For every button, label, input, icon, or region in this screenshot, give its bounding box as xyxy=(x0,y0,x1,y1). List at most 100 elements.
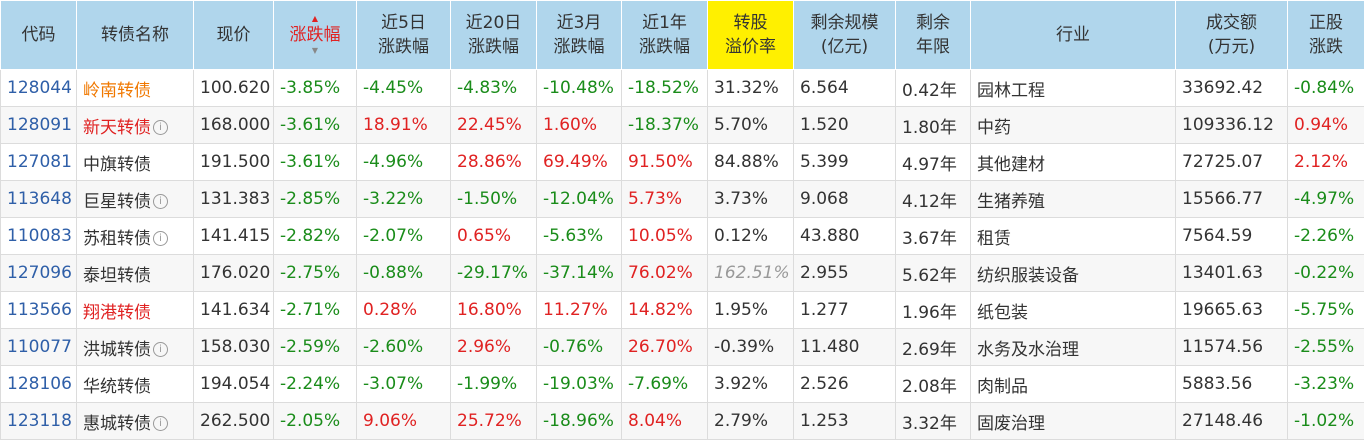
volume-cell: 33692.42 xyxy=(1176,70,1288,107)
chg-1y-cell: 10.05% xyxy=(622,218,708,255)
price-cell: 141.634 xyxy=(194,292,274,329)
stock-change-cell: -5.75% xyxy=(1288,292,1364,329)
chg-5d-cell: -4.96% xyxy=(357,144,451,181)
bond-name-cell[interactable]: 岭南转债 xyxy=(77,70,194,107)
bond-name[interactable]: 华统转债 xyxy=(83,377,151,397)
bond-code-link[interactable]: 128091 xyxy=(1,107,77,144)
term-cell: 4.12年 xyxy=(896,181,971,218)
bond-code-link[interactable]: 113566 xyxy=(1,292,77,329)
premium-cell: 3.92% xyxy=(708,366,794,403)
info-icon[interactable]: i xyxy=(153,120,168,135)
bond-name[interactable]: 洪城转债 xyxy=(83,340,151,360)
stock-change-cell: -3.23% xyxy=(1288,366,1364,403)
bond-name[interactable]: 惠城转债 xyxy=(83,414,151,434)
bond-name[interactable]: 苏租转债 xyxy=(83,229,151,249)
chg-5d-cell: 0.28% xyxy=(357,292,451,329)
term-cell: 2.08年 xyxy=(896,366,971,403)
chg-3m-cell: -10.48% xyxy=(537,70,622,107)
chg-3m-cell: -19.03% xyxy=(537,366,622,403)
table-row[interactable]: 128106 华统转债 194.054 -2.24% -3.07% -1.99%… xyxy=(1,366,1364,403)
chg-1y-cell: 76.02% xyxy=(622,255,708,292)
chg-20d-cell: 2.96% xyxy=(451,329,537,366)
price-cell: 194.054 xyxy=(194,366,274,403)
header-chg-5d[interactable]: 近5日涨跌幅 xyxy=(357,1,451,70)
chg-3m-cell: -18.96% xyxy=(537,403,622,440)
industry-cell: 租赁 xyxy=(971,218,1176,255)
premium-cell: 162.51% xyxy=(708,255,794,292)
header-volume[interactable]: 成交额(万元) xyxy=(1176,1,1288,70)
bond-name[interactable]: 泰坦转债 xyxy=(83,266,151,286)
header-code[interactable]: 代码 xyxy=(1,1,77,70)
info-icon[interactable]: i xyxy=(153,416,168,431)
header-change[interactable]: ▲ 涨跌幅 ▼ xyxy=(274,1,357,70)
info-icon[interactable]: i xyxy=(153,342,168,357)
chg-3m-cell: 1.60% xyxy=(537,107,622,144)
info-icon[interactable]: i xyxy=(153,231,168,246)
stock-change-cell: -0.22% xyxy=(1288,255,1364,292)
table-row[interactable]: 128044 岭南转债 100.620 -3.85% -4.45% -4.83%… xyxy=(1,70,1364,107)
bond-name-cell[interactable]: 泰坦转债 xyxy=(77,255,194,292)
industry-cell: 水务及水治理 xyxy=(971,329,1176,366)
term-cell: 2.69年 xyxy=(896,329,971,366)
bond-code-link[interactable]: 110083 xyxy=(1,218,77,255)
bond-code-link[interactable]: 110077 xyxy=(1,329,77,366)
price-cell: 141.415 xyxy=(194,218,274,255)
volume-cell: 19665.63 xyxy=(1176,292,1288,329)
bond-code-link[interactable]: 113648 xyxy=(1,181,77,218)
table-row[interactable]: 127096 泰坦转债 176.020 -2.75% -0.88% -29.17… xyxy=(1,255,1364,292)
chg-20d-cell: 25.72% xyxy=(451,403,537,440)
term-cell: 0.42年 xyxy=(896,70,971,107)
volume-cell: 7564.59 xyxy=(1176,218,1288,255)
bond-name-cell[interactable]: 翔港转债 xyxy=(77,292,194,329)
bond-code-link[interactable]: 127081 xyxy=(1,144,77,181)
header-stock-change[interactable]: 正股涨跌 xyxy=(1288,1,1364,70)
bond-code-link[interactable]: 128044 xyxy=(1,70,77,107)
header-chg-1y[interactable]: 近1年涨跌幅 xyxy=(622,1,708,70)
premium-cell: 5.70% xyxy=(708,107,794,144)
header-chg-3m[interactable]: 近3月涨跌幅 xyxy=(537,1,622,70)
table-row[interactable]: 127081 中旗转债 191.500 -3.61% -4.96% 28.86%… xyxy=(1,144,1364,181)
chg-3m-cell: -12.04% xyxy=(537,181,622,218)
term-cell: 1.96年 xyxy=(896,292,971,329)
header-remaining-size[interactable]: 剩余规模(亿元) xyxy=(794,1,896,70)
header-price[interactable]: 现价 xyxy=(194,1,274,70)
bond-name[interactable]: 翔港转债 xyxy=(83,303,151,323)
header-remaining-term[interactable]: 剩余年限 xyxy=(896,1,971,70)
bond-code-link[interactable]: 127096 xyxy=(1,255,77,292)
bond-code-link[interactable]: 128106 xyxy=(1,366,77,403)
chg-5d-cell: -3.22% xyxy=(357,181,451,218)
bond-name[interactable]: 岭南转债 xyxy=(83,81,151,101)
header-premium[interactable]: 转股溢价率 xyxy=(708,1,794,70)
change-cell: -3.61% xyxy=(274,144,357,181)
chg-5d-cell: 9.06% xyxy=(357,403,451,440)
chg-20d-cell: -1.99% xyxy=(451,366,537,403)
header-name[interactable]: 转债名称 xyxy=(77,1,194,70)
term-cell: 3.67年 xyxy=(896,218,971,255)
premium-cell: 31.32% xyxy=(708,70,794,107)
price-cell: 158.030 xyxy=(194,329,274,366)
bond-name-cell[interactable]: 中旗转债 xyxy=(77,144,194,181)
info-icon[interactable]: i xyxy=(153,194,168,209)
header-industry[interactable]: 行业 xyxy=(971,1,1176,70)
size-cell: 2.526 xyxy=(794,366,896,403)
bond-name[interactable]: 新天转债 xyxy=(83,118,151,138)
bond-name[interactable]: 巨星转债 xyxy=(83,192,151,212)
change-cell: -2.24% xyxy=(274,366,357,403)
bond-code-link[interactable]: 123118 xyxy=(1,403,77,440)
header-chg-20d[interactable]: 近20日涨跌幅 xyxy=(451,1,537,70)
table-row[interactable]: 113566 翔港转债 141.634 -2.71% 0.28% 16.80% … xyxy=(1,292,1364,329)
stock-change-cell: -2.55% xyxy=(1288,329,1364,366)
chg-20d-cell: 16.80% xyxy=(451,292,537,329)
bond-name[interactable]: 中旗转债 xyxy=(83,155,151,175)
bond-name-cell[interactable]: 华统转债 xyxy=(77,366,194,403)
